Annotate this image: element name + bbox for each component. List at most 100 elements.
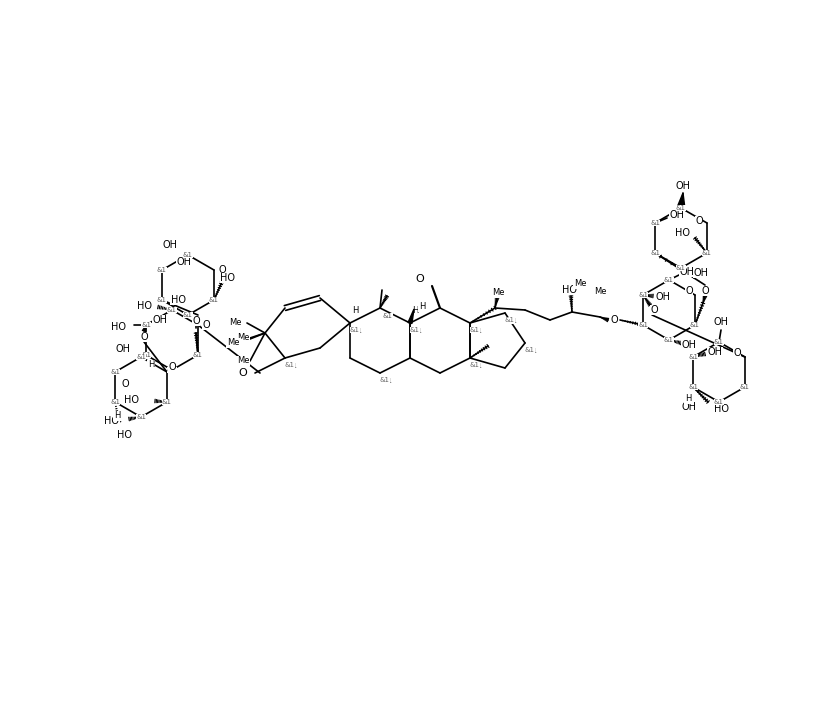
- Text: &1: &1: [383, 313, 393, 319]
- Text: H: H: [114, 411, 121, 421]
- Text: HO: HO: [714, 404, 729, 414]
- Text: Me: Me: [492, 289, 504, 297]
- Text: &1: &1: [110, 399, 120, 405]
- Text: &1: &1: [650, 220, 660, 226]
- Text: O: O: [239, 368, 247, 378]
- Text: Me: Me: [227, 338, 240, 348]
- Text: &1: &1: [508, 318, 518, 324]
- Text: &1: &1: [676, 265, 686, 271]
- Text: &1: &1: [505, 317, 515, 323]
- Text: OH: OH: [176, 257, 191, 267]
- Text: O: O: [610, 315, 618, 325]
- Text: OH: OH: [656, 292, 671, 302]
- Text: Me: Me: [574, 279, 587, 289]
- Text: &1: &1: [638, 322, 648, 328]
- Text: &1: &1: [141, 322, 151, 328]
- Text: Me: Me: [594, 287, 607, 297]
- Text: OH: OH: [694, 268, 709, 278]
- Text: &1: &1: [167, 367, 177, 373]
- Text: HO: HO: [562, 285, 577, 295]
- Text: &1: &1: [350, 327, 360, 333]
- Text: &1: &1: [714, 339, 724, 345]
- Text: O: O: [650, 305, 658, 315]
- Text: &1: &1: [638, 292, 648, 298]
- Polygon shape: [408, 309, 414, 324]
- Text: &1: &1: [183, 312, 193, 318]
- Text: &1: &1: [136, 414, 146, 420]
- Text: O: O: [218, 265, 225, 275]
- Text: &1: &1: [688, 384, 698, 390]
- Text: HO: HO: [171, 295, 186, 305]
- Text: &1: &1: [470, 327, 480, 333]
- Text: &1: &1: [676, 205, 686, 211]
- Text: O: O: [168, 362, 176, 372]
- Text: &1: &1: [650, 250, 660, 256]
- Text: &1: &1: [383, 378, 393, 384]
- Text: OH: OH: [153, 315, 168, 325]
- Text: &1: &1: [162, 399, 172, 405]
- Text: &1: &1: [157, 267, 167, 273]
- Text: &1: &1: [410, 327, 420, 333]
- Text: Me: Me: [237, 357, 250, 365]
- Text: &1: &1: [288, 363, 298, 369]
- Text: O: O: [686, 286, 693, 296]
- Text: OH: OH: [714, 317, 729, 327]
- Text: Me: Me: [229, 319, 241, 327]
- Text: &1: &1: [470, 327, 480, 333]
- Text: &1: &1: [193, 352, 203, 358]
- Text: O: O: [121, 379, 129, 389]
- Text: H: H: [412, 307, 418, 315]
- Text: &1: &1: [525, 347, 535, 353]
- Text: HO: HO: [116, 430, 131, 440]
- Text: HO: HO: [220, 273, 235, 283]
- Text: OH: OH: [676, 181, 691, 191]
- Text: OH: OH: [162, 240, 177, 250]
- Text: H: H: [418, 302, 425, 312]
- Text: &1: &1: [183, 252, 193, 258]
- Text: HO: HO: [111, 322, 126, 332]
- Text: &1: &1: [528, 348, 538, 354]
- Text: &1: &1: [470, 362, 480, 368]
- Text: OH: OH: [681, 340, 696, 350]
- Text: &1: &1: [410, 327, 420, 333]
- Text: HO: HO: [104, 416, 119, 426]
- Text: &1: &1: [688, 354, 698, 360]
- Text: O: O: [701, 286, 709, 296]
- Text: O: O: [141, 332, 148, 342]
- Text: OH: OH: [670, 210, 685, 220]
- Text: H: H: [352, 307, 359, 315]
- Text: O: O: [202, 320, 210, 330]
- Text: &1: &1: [380, 377, 390, 383]
- Text: &1: &1: [473, 363, 483, 369]
- Text: &1: &1: [714, 399, 724, 405]
- Text: HO: HO: [124, 395, 139, 405]
- Text: OH: OH: [116, 344, 131, 354]
- Text: &1: &1: [209, 297, 219, 303]
- Text: O: O: [696, 216, 703, 226]
- Text: &1: &1: [157, 297, 167, 303]
- Text: &1: &1: [141, 352, 151, 358]
- Text: &1: &1: [664, 277, 674, 283]
- Text: OH: OH: [680, 267, 695, 277]
- Text: OH: OH: [682, 402, 697, 412]
- Text: &1: &1: [167, 307, 177, 313]
- Text: &1: &1: [353, 328, 363, 334]
- Polygon shape: [677, 193, 685, 208]
- Text: HO: HO: [137, 301, 152, 311]
- Text: &1: &1: [740, 384, 750, 390]
- Text: &1: &1: [136, 354, 146, 360]
- Text: H: H: [148, 360, 154, 370]
- Text: HO: HO: [676, 228, 691, 238]
- Text: &1: &1: [690, 322, 700, 328]
- Text: O: O: [416, 274, 424, 284]
- Text: &1: &1: [413, 328, 423, 334]
- Text: &1: &1: [285, 362, 295, 368]
- Text: &1: &1: [664, 337, 674, 343]
- Text: OH: OH: [707, 347, 722, 357]
- Text: &1: &1: [110, 369, 120, 375]
- Text: H: H: [685, 394, 691, 404]
- Text: &1: &1: [350, 327, 360, 333]
- Text: &1: &1: [702, 250, 712, 256]
- Text: O: O: [192, 316, 200, 326]
- Text: Me: Me: [237, 333, 250, 342]
